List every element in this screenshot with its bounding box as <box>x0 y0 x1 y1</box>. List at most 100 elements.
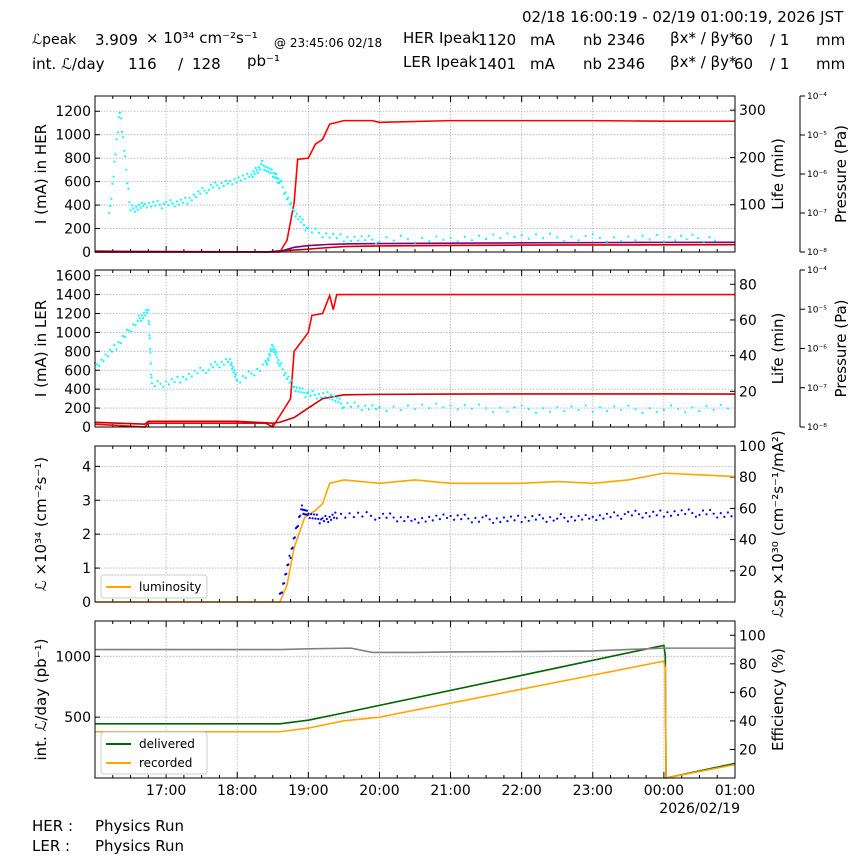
point-life_points <box>613 236 616 239</box>
point-life_points <box>527 237 530 240</box>
point-life_points <box>591 410 594 413</box>
y-tick-label: 0 <box>82 245 91 261</box>
point-specific <box>581 518 584 521</box>
panel-luminosity: 0 1 2 3 4 20 40 60 80 100 ℒ ×10³⁴ (cm⁻²s⁻¹) ℒsp ×10… <box>32 430 787 618</box>
point-life_points <box>112 175 115 178</box>
point-specific <box>357 511 360 514</box>
point-life_points <box>171 202 174 205</box>
point-life_points <box>392 239 395 242</box>
point-life_points <box>250 372 253 375</box>
point-life_points <box>541 236 545 240</box>
point-specific <box>396 520 399 523</box>
y-tick-label: 1200 <box>55 307 91 323</box>
point-life_points <box>173 205 176 208</box>
point-life_points <box>261 363 264 366</box>
point-specific <box>563 516 566 519</box>
lpeak-time: @ 23:45:06 02/18 <box>274 36 383 50</box>
point-specific <box>477 520 481 523</box>
point-life_points <box>371 404 374 407</box>
point-life_points <box>307 226 310 230</box>
point-specific <box>534 518 537 521</box>
point-specific <box>659 509 662 512</box>
point-life_points <box>302 391 306 394</box>
point-specific <box>570 515 573 518</box>
point-specific <box>566 520 569 523</box>
point-life_points <box>111 182 114 185</box>
point-life_points <box>148 337 151 340</box>
point-life_points <box>272 345 275 348</box>
point-life_points <box>357 239 360 242</box>
point-life_points <box>280 362 283 365</box>
point-life_points <box>577 408 580 412</box>
point-life_points <box>337 401 340 404</box>
point-life_points <box>324 395 327 398</box>
point-specific <box>305 509 309 512</box>
y2-tick-label: 200 <box>739 150 766 166</box>
point-life_points <box>442 406 445 409</box>
point-life_points <box>142 311 146 314</box>
point-specific <box>289 556 292 560</box>
point-life_points <box>691 406 694 409</box>
point-life_points <box>246 172 249 175</box>
point-specific <box>492 521 495 525</box>
point-life_points <box>378 240 381 244</box>
y-tick-label: 1200 <box>55 104 91 120</box>
point-life_points <box>190 199 193 202</box>
point-life_points <box>677 407 680 410</box>
point-life_points <box>158 203 161 206</box>
point-life_points <box>129 209 132 212</box>
point-specific <box>588 517 591 520</box>
point-specific <box>709 508 712 512</box>
point-life_points <box>150 373 153 376</box>
intl-sep: / <box>178 55 184 73</box>
point-life_points <box>413 241 417 244</box>
y-tick-label: 200 <box>64 222 91 238</box>
point-life_points <box>534 233 537 236</box>
point-life_points <box>137 314 140 317</box>
point-life_points <box>335 396 338 399</box>
panel-ler: 0 200 400 600 800 1000 1200 1400 1600 20 40 60 80 I (… <box>32 266 850 436</box>
point-specific <box>431 519 434 522</box>
pressure-tick-label: 10⁻⁶ <box>807 345 827 355</box>
point-life_points <box>641 234 644 237</box>
y-tick-label: 600 <box>64 363 91 379</box>
ler-ipeak-label: LER Ipeak <box>403 53 478 71</box>
point-life_points <box>138 317 141 320</box>
point-life_points <box>485 407 488 410</box>
point-life_points <box>261 159 264 163</box>
point-life_points <box>162 385 165 388</box>
point-specific <box>495 517 498 520</box>
point-life_points <box>169 199 172 202</box>
point-life_points <box>435 402 438 405</box>
series-specific <box>278 504 733 595</box>
x-tick-label: 22:00 <box>501 783 541 799</box>
y2-tick-label: 80 <box>739 470 757 486</box>
point-specific <box>723 515 726 518</box>
point-life_points <box>222 184 225 188</box>
y2-tick-label: 80 <box>739 277 757 293</box>
point-life_points <box>110 350 114 353</box>
point-life_points <box>182 375 185 378</box>
point-life_points <box>121 136 125 139</box>
point-specific <box>598 514 601 517</box>
point-specific <box>413 518 417 521</box>
point-life_points <box>170 378 173 381</box>
y2-tick-label: 40 <box>739 533 757 549</box>
point-specific <box>698 513 701 516</box>
point-life_points <box>685 238 688 241</box>
point-life_points <box>317 392 321 396</box>
y-tick-label: 1600 <box>55 269 91 285</box>
point-life_points <box>283 374 286 377</box>
point-specific <box>344 516 347 519</box>
point-life_points <box>149 351 152 354</box>
intl-label: int. ℒ/day <box>32 55 105 73</box>
y2-tick-label: 60 <box>739 313 757 329</box>
legend-label: delivered <box>139 737 195 751</box>
point-specific <box>389 512 392 515</box>
point-life_points <box>328 397 331 400</box>
point-life_points <box>269 171 272 175</box>
point-life_points <box>184 378 188 381</box>
point-life_points <box>613 405 616 408</box>
point-specific <box>584 513 587 517</box>
point-life_points <box>167 204 170 207</box>
